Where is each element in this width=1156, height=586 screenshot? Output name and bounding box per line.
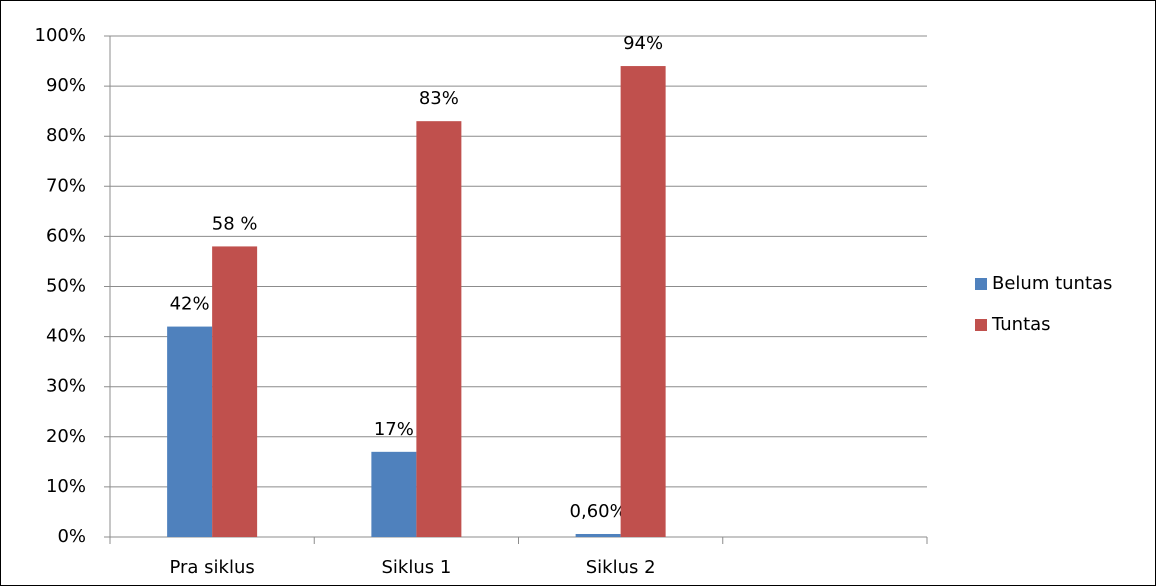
legend-label: Belum tuntas bbox=[992, 273, 1112, 294]
legend-label: Tuntas bbox=[991, 314, 1051, 335]
bar bbox=[167, 326, 213, 537]
bar bbox=[575, 533, 621, 537]
y-tick-label: 80% bbox=[46, 125, 86, 146]
legend-swatch bbox=[975, 278, 987, 290]
x-tick-label: Pra siklus bbox=[169, 557, 254, 578]
value-label: 83% bbox=[419, 88, 459, 109]
y-tick-label: 50% bbox=[46, 276, 86, 297]
y-tick-label: 30% bbox=[46, 376, 86, 397]
y-tick-label: 100% bbox=[35, 25, 86, 46]
y-tick-label: 0% bbox=[57, 526, 86, 547]
x-tick-label: Siklus 2 bbox=[586, 557, 656, 578]
y-tick-label: 10% bbox=[46, 476, 86, 497]
y-tick-label: 20% bbox=[46, 426, 86, 447]
y-tick-label: 70% bbox=[46, 175, 86, 196]
x-tick-label: Siklus 1 bbox=[381, 557, 451, 578]
value-label: 0,60% bbox=[570, 501, 627, 522]
value-label: 94% bbox=[623, 33, 663, 54]
y-tick-label: 60% bbox=[46, 225, 86, 246]
y-tick-label: 40% bbox=[46, 326, 86, 347]
bar bbox=[416, 121, 462, 538]
bar bbox=[620, 66, 666, 537]
bar bbox=[371, 451, 417, 537]
value-label: 42% bbox=[170, 294, 210, 315]
value-label: 58 % bbox=[212, 213, 258, 234]
y-tick-label: 90% bbox=[46, 75, 86, 96]
value-label: 17% bbox=[374, 419, 414, 440]
bar bbox=[212, 246, 258, 538]
legend-swatch bbox=[975, 319, 987, 331]
